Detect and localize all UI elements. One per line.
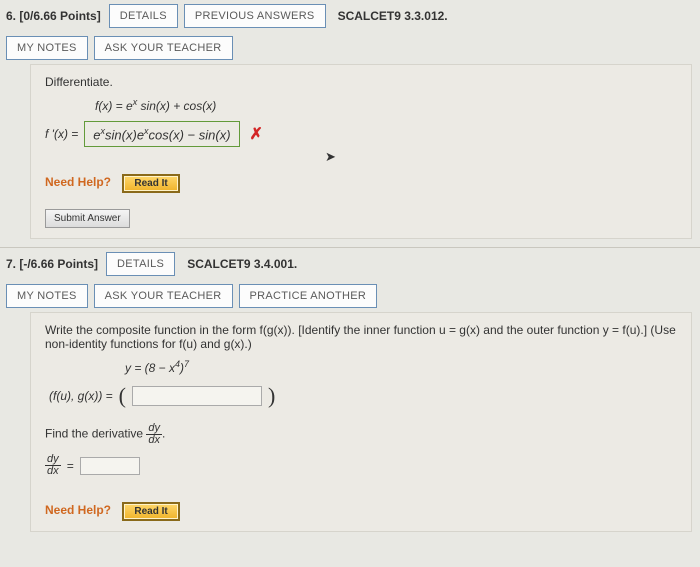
previous-answers-button[interactable]: PREVIOUS ANSWERS (184, 4, 326, 28)
q6-reference: SCALCET9 3.3.012. (338, 9, 448, 23)
q7-prompt: Write the composite function in the form… (45, 323, 677, 351)
practice-another-button[interactable]: PRACTICE ANOTHER (239, 284, 378, 308)
my-notes-button[interactable]: MY NOTES (6, 36, 88, 60)
ask-teacher-button[interactable]: ASK YOUR TEACHER (94, 36, 233, 60)
wrong-icon: ✗ (250, 124, 263, 144)
q6-given: f(x) = ex sin(x) + cos(x) (95, 97, 677, 113)
need-help-label: Need Help? (45, 503, 111, 517)
pair-label: (f(u), g(x)) = (49, 389, 113, 403)
q7-given: y = (8 − x4)7 (125, 359, 677, 375)
q7-reference: SCALCET9 3.4.001. (187, 257, 297, 271)
q6-header: 6. [0/6.66 Points] DETAILS PREVIOUS ANSW… (0, 0, 700, 32)
dydx-input[interactable] (80, 457, 140, 475)
open-paren: ( (119, 383, 126, 409)
q7-pair-row: (f(u), g(x)) = ( ) (49, 383, 677, 409)
answer-input[interactable]: exsin(x)excos(x) − sin(x) (84, 121, 239, 147)
details-button[interactable]: DETAILS (106, 252, 175, 276)
close-paren: ) (268, 383, 275, 409)
dydx-label: dy dx (45, 454, 61, 477)
pair-input[interactable] (132, 386, 262, 406)
details-button[interactable]: DETAILS (109, 4, 178, 28)
need-help-label: Need Help? (45, 175, 111, 189)
q7-header: 7. [-/6.66 Points] DETAILS SCALCET9 3.4.… (0, 248, 700, 280)
q7-header-row2: MY NOTES ASK YOUR TEACHER PRACTICE ANOTH… (0, 280, 700, 312)
submit-answer-button[interactable]: Submit Answer (45, 209, 130, 228)
find-derivative-text: Find the derivative dy dx . (45, 423, 677, 446)
my-notes-button[interactable]: MY NOTES (6, 284, 88, 308)
ask-teacher-button[interactable]: ASK YOUR TEACHER (94, 284, 233, 308)
q7-content: Write the composite function in the form… (30, 312, 692, 532)
fprime-label: f '(x) = (45, 127, 78, 141)
q6-prompt: Differentiate. (45, 75, 677, 89)
read-it-button[interactable]: Read It (122, 502, 179, 521)
q6-header-row2: MY NOTES ASK YOUR TEACHER (0, 32, 700, 64)
cursor-icon: ➤ (325, 149, 336, 165)
q6-number: 6. [0/6.66 Points] (6, 9, 101, 23)
q6-content: Differentiate. f(x) = ex sin(x) + cos(x)… (30, 64, 692, 239)
q7-dydx-row: dy dx = (45, 454, 677, 477)
read-it-button[interactable]: Read It (122, 174, 179, 193)
q7-number: 7. [-/6.66 Points] (6, 257, 98, 271)
equals-label: = (67, 459, 74, 473)
q6-answer-row: f '(x) = exsin(x)excos(x) − sin(x) ✗ (45, 121, 677, 147)
